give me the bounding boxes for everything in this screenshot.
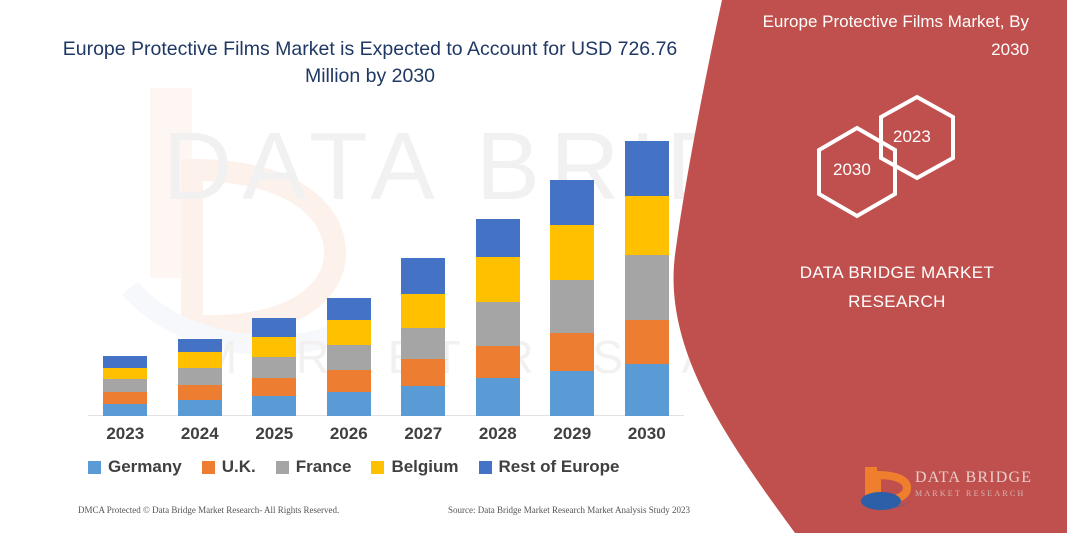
bar-segment[interactable] [550, 332, 595, 372]
page-title: Europe Protective Films Market is Expect… [62, 38, 678, 87]
bar-segment[interactable] [252, 317, 297, 337]
bar-segment[interactable] [624, 195, 669, 256]
company-logo: DATA BRIDGE MARKET RESEARCH [855, 465, 1045, 511]
x-axis-label: 2025 [255, 424, 294, 443]
bar-segment[interactable] [550, 225, 595, 280]
x-axis-label: 2030 [627, 424, 666, 443]
bar-segment[interactable] [550, 179, 595, 226]
bar-column[interactable] [177, 338, 222, 416]
bar-segment[interactable] [401, 359, 446, 387]
red-panel-shape [673, 0, 1067, 533]
bar-segment[interactable] [550, 371, 595, 416]
bar-segment[interactable] [624, 140, 669, 196]
legend-label: Belgium [391, 457, 459, 476]
legend-swatch-icon [371, 460, 385, 474]
bar-segment[interactable] [252, 357, 297, 379]
legend-label: Rest of Europe [498, 457, 620, 476]
bar-column[interactable] [550, 179, 595, 416]
footer: DMCA Protected © Data Bridge Market Rese… [78, 505, 690, 515]
bar-segment[interactable] [401, 327, 446, 360]
bar-segment[interactable] [624, 364, 669, 416]
bar-segment[interactable] [103, 356, 148, 369]
legend-item[interactable]: U.K. [201, 457, 256, 477]
footer-copyright: DMCA Protected © Data Bridge Market Rese… [78, 505, 340, 515]
hex-badge-label-2023: 2023 [893, 127, 931, 146]
bar-segment[interactable] [103, 392, 148, 405]
bar-segment[interactable] [252, 378, 297, 397]
footer-source: Source: Data Bridge Market Research Mark… [448, 505, 690, 515]
bar-segment[interactable] [177, 385, 222, 401]
legend-swatch-icon [478, 460, 492, 474]
legend-label: U.K. [221, 457, 256, 476]
bar-segment[interactable] [326, 392, 371, 416]
bar-segment[interactable] [326, 370, 371, 393]
bar-segment[interactable] [252, 396, 297, 416]
bar-segment[interactable] [475, 345, 520, 379]
legend-swatch-icon [275, 460, 289, 474]
bar-segment[interactable] [550, 279, 595, 333]
bar-segment[interactable] [103, 368, 148, 380]
legend-item[interactable]: France [275, 457, 352, 477]
right-panel-brand: DATA BRIDGE MARKET RESEARCH [799, 263, 995, 311]
x-axis-label: 2023 [106, 424, 145, 443]
x-axis-label: 2028 [478, 424, 517, 443]
legend-label: Germany [108, 457, 182, 476]
bar-segment[interactable] [326, 344, 371, 371]
bar-column[interactable] [624, 140, 669, 416]
bar-segment[interactable] [326, 319, 371, 345]
right-panel-title: Europe Protective Films Market, By 2030 [762, 12, 1029, 59]
logo-text-secondary: MARKET RESEARCH [915, 489, 1026, 498]
bar-column[interactable] [103, 356, 148, 416]
bar-column[interactable] [401, 258, 446, 416]
bar-segment[interactable] [177, 352, 222, 369]
chart-baseline [88, 415, 684, 416]
bar-segment[interactable] [103, 379, 148, 393]
bar-segment[interactable] [475, 219, 520, 258]
bar-column[interactable] [475, 219, 520, 416]
x-axis-labels: 2023 2024 2025 2026 2027 2028 2029 2030 [88, 424, 684, 450]
legend-swatch-icon [88, 460, 101, 474]
bar-segment[interactable] [326, 297, 371, 320]
bar-column[interactable] [326, 297, 371, 416]
bar-segment[interactable] [177, 368, 222, 386]
bar-column[interactable] [252, 317, 297, 416]
x-axis-label: 2024 [180, 424, 219, 443]
x-axis-label: 2026 [329, 424, 368, 443]
bar-segment[interactable] [475, 257, 520, 302]
bar-segment[interactable] [475, 301, 520, 346]
stacked-bar-chart [88, 118, 684, 416]
legend-label: France [295, 457, 352, 476]
data-bridge-logo-icon [857, 467, 912, 510]
bar-segment[interactable] [252, 336, 297, 358]
bar-segment[interactable] [475, 378, 520, 416]
bar-segment[interactable] [401, 386, 446, 416]
bar-segment[interactable] [401, 293, 446, 328]
legend-item[interactable]: Rest of Europe [478, 457, 620, 477]
hex-badge-label-2030: 2030 [833, 160, 871, 179]
legend-item[interactable]: Germany [88, 457, 182, 477]
bar-segment[interactable] [177, 338, 222, 353]
logo-text-primary: DATA BRIDGE [915, 469, 1033, 486]
right-red-panel: Europe Protective Films Market, By 2030 … [667, 0, 1067, 533]
legend-swatch-icon [201, 460, 215, 474]
chart-legend: Germany U.K. France Belgium Rest of Europe [88, 455, 688, 479]
bar-segment[interactable] [624, 255, 669, 320]
bar-segment[interactable] [103, 404, 148, 416]
legend-item[interactable]: Belgium [371, 457, 459, 477]
x-axis-label: 2029 [553, 424, 592, 443]
bar-segment[interactable] [624, 319, 669, 365]
bar-segment[interactable] [177, 400, 222, 416]
x-axis-label: 2027 [404, 424, 443, 443]
bar-segment[interactable] [401, 258, 446, 294]
